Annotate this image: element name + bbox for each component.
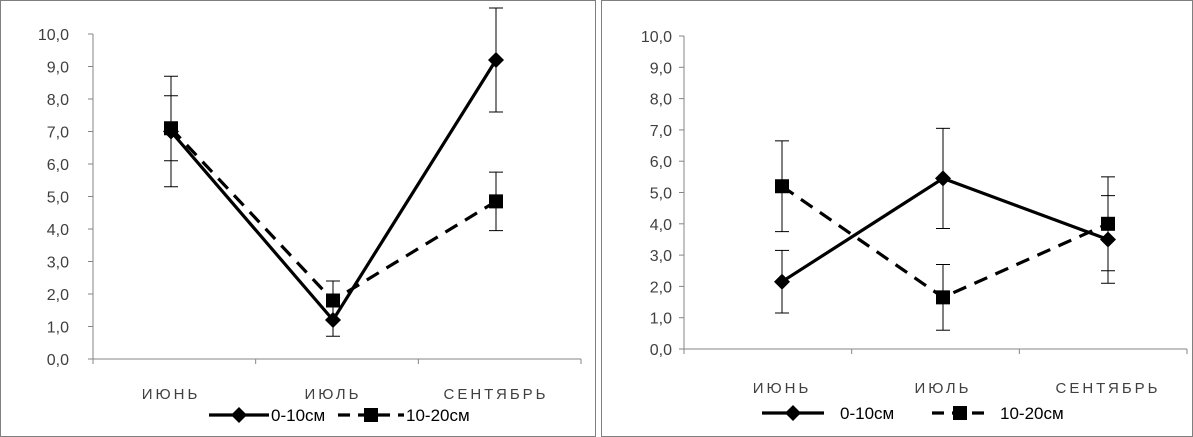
data-point-square [775,179,789,194]
legend-label: 10-20см [406,406,470,425]
data-point-square [1101,216,1115,231]
legend-marker-square [364,408,378,422]
series-line-2 [169,127,497,303]
data-point-diamond [488,52,504,68]
series-line-2 [781,184,1109,299]
y-tick-label: 1,0 [650,311,672,328]
y-tick-label: 4,0 [47,222,69,239]
y-tick-label: 5,0 [650,186,672,203]
data-point-diamond [774,273,790,290]
legend-label: 0-10см [840,404,894,423]
chart-panel-left: 0,0 1,0 2,0 3,0 4,0 5,0 6,0 7,0 8,0 9,0 10,0 ИЮНЬ ИЮ… [0,0,596,437]
legend-marker-square [953,406,967,420]
y-tick-label: 7,0 [47,125,69,142]
y-tick-label: 3,0 [47,255,69,272]
data-point-diamond [935,170,951,187]
y-tick-label: 5,0 [47,190,69,207]
chart-panel-right: 0,0 1,0 2,0 3,0 4,0 5,0 6,0 7,0 8,0 9,0 10,0 ИЮНЬ ИЮ… [601,0,1193,437]
y-tick-label: 7,0 [650,123,672,140]
y-tick-label: 1,0 [47,320,69,337]
x-tick-label: ИЮНЬ [753,380,812,397]
y-tick-label: 6,0 [47,157,69,174]
x-tick-label: ИЮЛЬ [915,380,972,397]
y-tick-label: 9,0 [47,60,69,77]
legend-label: 0-10см [271,406,325,425]
y-tick-label: 0,0 [47,352,69,369]
y-tick-label: 3,0 [650,248,672,265]
chart-right: 0,0 1,0 2,0 3,0 4,0 5,0 6,0 7,0 8,0 9,0 10,0 ИЮНЬ ИЮ… [641,29,1188,423]
x-tick-label: ИЮЛЬ [305,386,362,403]
legend-marker-diamond [785,405,801,421]
y-tick-label: 2,0 [47,287,69,304]
legend-marker-diamond [231,407,247,423]
chart-left: 0,0 1,0 2,0 3,0 4,0 5,0 6,0 7,0 8,0 9,0 10,0 ИЮНЬ ИЮ… [38,7,582,425]
x-tick-label: СЕНТЯБРЬ [1055,380,1160,397]
y-tick-label: 8,0 [650,92,672,109]
x-tick-label: ИЮНЬ [142,386,201,403]
y-tick-label: 10,0 [38,27,69,44]
series-line-1 [781,176,1109,284]
y-tick-label: 8,0 [47,92,69,109]
legend-label: 10-20см [1000,404,1064,423]
data-point-square [326,293,340,308]
y-tick-label: 6,0 [650,154,672,171]
data-point-square [936,290,950,305]
data-point-square [164,121,178,136]
y-tick-label: 0,0 [650,342,672,359]
y-tick-label: 9,0 [650,60,672,77]
x-tick-label: СЕНТЯБРЬ [443,386,548,403]
y-tick-label: 10,0 [641,29,672,46]
y-tick-label: 2,0 [650,279,672,296]
y-tick-label: 4,0 [650,217,672,234]
data-point-square [489,194,503,209]
